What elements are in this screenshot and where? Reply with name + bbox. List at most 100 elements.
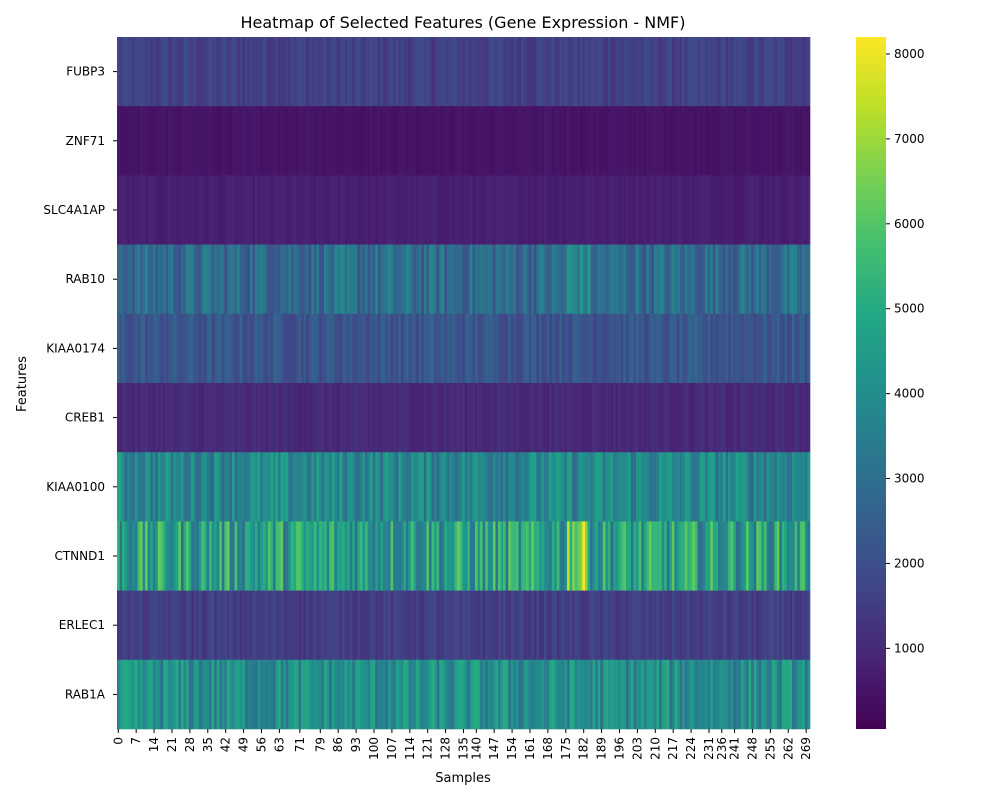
- heatmap-cell: [203, 313, 207, 384]
- heatmap-cell: [533, 175, 537, 245]
- heatmap-cell: [201, 590, 205, 661]
- heatmap-cell: [147, 313, 151, 384]
- heatmap-cell: [439, 521, 443, 591]
- heatmap-cell: [505, 590, 509, 661]
- heatmap-cell: [140, 521, 143, 591]
- heatmap-cell: [559, 106, 563, 176]
- heatmap-cell: [536, 106, 540, 176]
- heatmap-cell: [457, 37, 460, 107]
- heatmap-cell: [582, 37, 586, 107]
- heatmap-cell: [405, 452, 409, 522]
- heatmap-cell: [597, 175, 601, 245]
- heatmap-cell: [339, 452, 343, 522]
- heatmap-cell: [472, 659, 476, 730]
- heatmap-cell: [582, 521, 586, 591]
- heatmap-cell: [224, 659, 228, 730]
- heatmap-cell: [336, 244, 340, 315]
- heatmap-cell: [375, 175, 379, 245]
- heatmap-cell: [359, 313, 363, 384]
- heatmap-cell: [590, 175, 593, 245]
- heatmap-cell: [664, 521, 668, 591]
- heatmap-cell: [600, 590, 604, 661]
- heatmap-cell: [485, 521, 489, 591]
- heatmap-cell: [326, 521, 330, 591]
- heatmap-cell: [669, 175, 673, 245]
- heatmap-cell: [567, 452, 570, 522]
- heatmap-cell: [625, 521, 629, 591]
- heatmap-cell: [574, 590, 578, 661]
- heatmap-cell: [380, 244, 384, 315]
- heatmap-cell: [418, 244, 422, 315]
- heatmap-cell: [308, 590, 312, 661]
- heatmap-cell: [431, 37, 435, 107]
- heatmap-cell: [163, 659, 166, 730]
- heatmap-cell: [170, 175, 174, 245]
- heatmap-cell: [669, 244, 673, 315]
- heatmap-cell: [526, 452, 530, 522]
- heatmap-cell: [526, 313, 530, 384]
- heatmap-cell: [492, 590, 496, 661]
- heatmap-cell: [584, 244, 588, 315]
- heatmap-cell: [418, 383, 422, 453]
- heatmap-cell: [229, 106, 233, 176]
- heatmap-cell: [224, 590, 228, 661]
- heatmap-cell: [117, 383, 120, 453]
- heatmap-cell: [682, 590, 685, 661]
- heatmap-cell: [267, 106, 271, 176]
- heatmap-cell: [628, 175, 632, 245]
- heatmap-cell: [183, 244, 187, 315]
- heatmap-cell: [155, 659, 159, 730]
- heatmap-cell: [792, 244, 795, 315]
- heatmap-cell: [451, 521, 455, 591]
- heatmap-cell: [451, 590, 455, 661]
- heatmap-cell: [408, 175, 412, 245]
- heatmap-cell: [503, 244, 506, 315]
- heatmap-cell: [654, 452, 657, 522]
- heatmap-cell: [188, 590, 192, 661]
- heatmap-cell: [441, 383, 445, 453]
- heatmap-cell: [267, 313, 271, 384]
- heatmap-cell: [779, 383, 783, 453]
- heatmap-cell: [385, 313, 389, 384]
- heatmap-cell: [201, 244, 205, 315]
- heatmap-cell: [423, 452, 427, 522]
- heatmap-cell: [255, 659, 258, 730]
- heatmap-cell: [446, 590, 450, 661]
- heatmap-cell: [569, 659, 573, 730]
- heatmap-cell: [395, 37, 399, 107]
- heatmap-cell: [385, 590, 389, 661]
- heatmap-cell: [165, 659, 169, 730]
- heatmap-cell: [280, 452, 284, 522]
- heatmap-cell: [623, 521, 627, 591]
- heatmap-cell: [339, 659, 343, 730]
- heatmap-cell: [278, 175, 281, 245]
- heatmap-cell: [720, 590, 724, 661]
- heatmap-cell: [735, 244, 739, 315]
- heatmap-cell: [296, 659, 299, 730]
- heatmap-cell: [661, 106, 665, 176]
- heatmap-cell: [569, 106, 573, 176]
- heatmap-cell: [334, 106, 338, 176]
- heatmap-cell: [590, 659, 593, 730]
- heatmap-cell: [296, 244, 299, 315]
- heatmap-cell: [122, 37, 125, 107]
- heatmap-cell: [518, 590, 522, 661]
- heatmap-cell: [712, 106, 716, 176]
- heatmap-cell: [753, 175, 757, 245]
- heatmap-cell: [544, 521, 547, 591]
- heatmap-cell: [769, 37, 772, 107]
- heatmap-cell: [308, 37, 312, 107]
- heatmap-cell: [753, 590, 757, 661]
- heatmap-cell: [659, 175, 662, 245]
- heatmap-cell: [521, 37, 524, 107]
- heatmap-cell: [380, 590, 384, 661]
- heatmap-cell: [679, 590, 683, 661]
- heatmap-cell: [219, 106, 223, 176]
- heatmap-cell: [567, 313, 570, 384]
- heatmap-cell: [157, 590, 161, 661]
- heatmap-cell: [285, 659, 289, 730]
- heatmap-cell: [344, 659, 348, 730]
- heatmap-cell: [367, 383, 371, 453]
- heatmap-cell: [679, 452, 683, 522]
- colorbar-tick-label: 6000: [894, 217, 925, 231]
